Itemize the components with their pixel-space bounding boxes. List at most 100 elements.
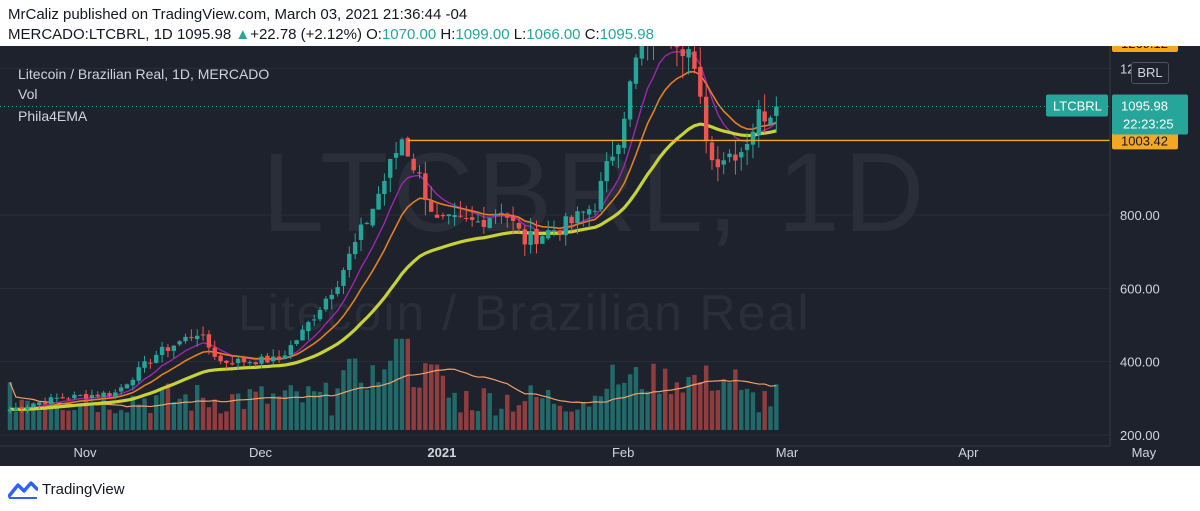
volume-bar	[464, 390, 469, 430]
level-price-label: 1269.12	[1121, 46, 1168, 51]
x-tick-label: Nov	[73, 445, 97, 460]
level-price-tag	[1112, 131, 1178, 150]
candle-body	[417, 172, 422, 174]
volume-bar	[522, 401, 527, 430]
volume-bar	[66, 410, 71, 430]
volume-bar	[575, 409, 580, 430]
x-tick-label: May	[1132, 445, 1157, 460]
volume-bar	[429, 364, 434, 430]
high-value: 1099.00	[455, 26, 510, 43]
volume-bar	[259, 386, 264, 430]
candle-body	[136, 367, 141, 381]
volume-bar	[212, 399, 217, 430]
candle-body	[341, 270, 346, 286]
volume-bar	[200, 397, 206, 430]
volume-bar	[247, 389, 253, 430]
candle-body	[165, 347, 171, 352]
candle-body	[627, 81, 633, 120]
candle-body	[19, 407, 24, 409]
volume-bar	[768, 406, 773, 430]
volume-bar	[627, 374, 633, 430]
chart-area[interactable]: LTCBRL, 1D Litecoin / Brazilian Real 200…	[0, 46, 1200, 466]
candle-body	[347, 253, 352, 271]
candle-body	[31, 404, 36, 407]
volume-bar	[540, 398, 545, 430]
volume-bar	[598, 396, 604, 430]
candle-body	[282, 355, 288, 359]
volume-bar	[183, 394, 188, 430]
candle-body	[727, 153, 732, 158]
volume-bar	[534, 396, 539, 430]
candle-body	[756, 109, 761, 135]
volume-bar	[610, 364, 615, 430]
volume-bar	[686, 376, 691, 430]
tradingview-brand[interactable]: TradingView	[42, 481, 125, 498]
change-arrow-icon: ▲	[235, 26, 251, 43]
candle-body	[13, 407, 19, 411]
candle-body	[124, 384, 130, 389]
ema-mid-line	[9, 70, 777, 411]
candle-body	[703, 96, 709, 141]
candle-body	[762, 111, 767, 122]
candle-body	[189, 337, 194, 339]
legend-indicator[interactable]: Phila4EMA	[18, 108, 88, 124]
currency-button[interactable]: BRL	[1131, 62, 1169, 84]
volume-bar	[762, 391, 767, 430]
volume-bar	[37, 410, 42, 430]
legend-title[interactable]: Litecoin / Brazilian Real, 1D, MERCADO	[18, 66, 270, 82]
candle-body	[487, 218, 492, 229]
volume-bar	[13, 411, 19, 430]
candle-body	[411, 158, 416, 171]
volume-bar	[592, 395, 598, 430]
candle-body	[312, 319, 317, 321]
candle-body	[546, 230, 551, 239]
candle-body	[300, 329, 305, 341]
candle-body	[522, 229, 527, 245]
volume-bar	[317, 391, 323, 430]
volume-bar	[551, 403, 557, 430]
candle-body	[142, 361, 147, 368]
candle-body	[680, 49, 685, 57]
volume-bar	[60, 410, 65, 430]
candle-body	[253, 362, 258, 365]
x-tick-label: Mar	[776, 445, 799, 460]
price-chart[interactable]: 200.00400.00600.00800.001200.001400.0012…	[0, 46, 1200, 466]
candle-body	[388, 158, 393, 178]
last-price-tag	[1112, 94, 1188, 135]
candle-body	[604, 161, 609, 182]
candle-body	[610, 156, 615, 161]
candle-body	[101, 392, 106, 397]
volume-bar	[756, 412, 761, 430]
candle-body	[113, 392, 118, 397]
tradingview-logo-icon[interactable]	[8, 481, 38, 499]
ohlc-line: MERCADO:LTCBRL, 1D 1095.98 ▲+22.78 (+2.1…	[8, 26, 654, 43]
candle-body	[276, 356, 282, 361]
last-price: 1095.98	[176, 26, 232, 43]
volume-bar	[241, 409, 247, 430]
candle-body	[505, 213, 510, 218]
volume-bar	[709, 390, 715, 430]
candle-body	[399, 139, 405, 156]
candle-body	[218, 355, 223, 362]
volume-bar	[265, 403, 270, 430]
candle-body	[54, 397, 59, 399]
candle-body	[534, 228, 539, 245]
volume-bar	[253, 391, 258, 430]
candle-body	[469, 217, 475, 220]
volume-bar	[282, 390, 288, 430]
candle-body	[692, 51, 697, 69]
volume-ma-line	[9, 368, 777, 408]
legend-volume[interactable]: Vol	[18, 86, 38, 102]
candle-body	[639, 46, 644, 59]
candle-body	[551, 230, 557, 232]
volume-bar	[148, 412, 153, 430]
close-value: 1095.98	[599, 26, 654, 43]
volume-bar	[417, 387, 422, 430]
candle-body	[288, 345, 293, 356]
candle-body	[171, 345, 176, 351]
candle-body	[458, 215, 463, 217]
volume-bar	[177, 398, 182, 430]
volume-bar	[639, 389, 644, 430]
volume-bar	[300, 402, 305, 430]
candle-body	[557, 230, 563, 234]
